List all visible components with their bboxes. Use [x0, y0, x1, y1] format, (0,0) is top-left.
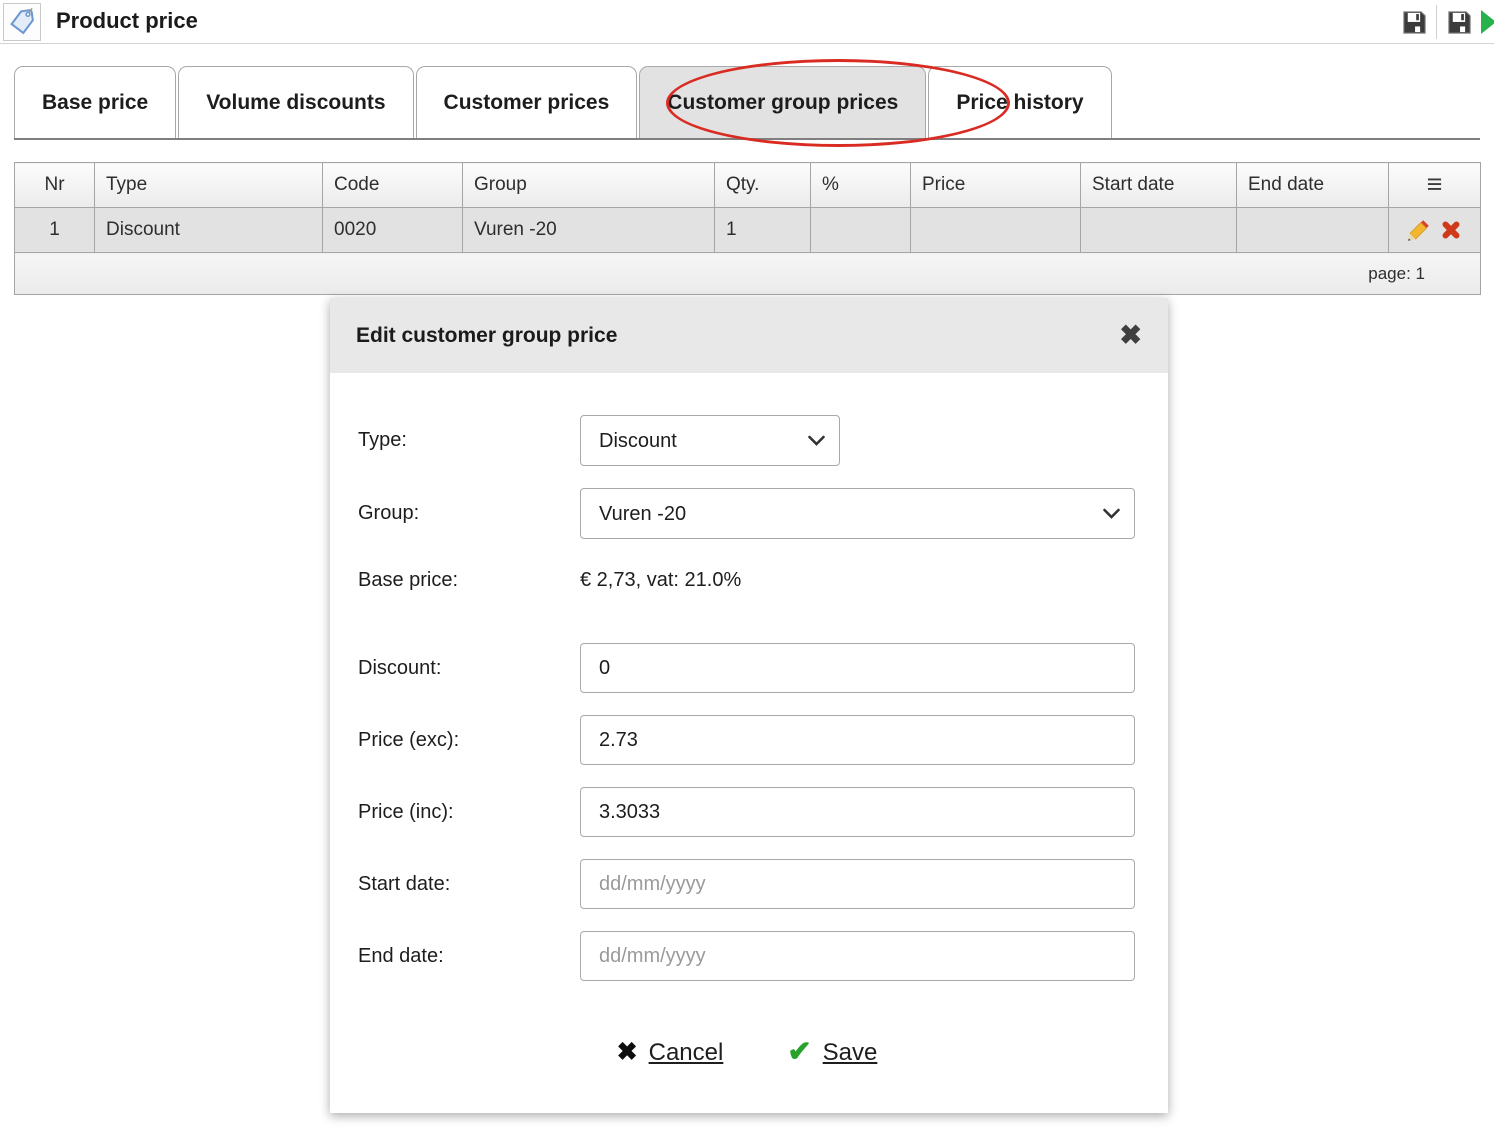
column-header-type: Type — [94, 162, 323, 208]
column-header-menu[interactable]: ≡ — [1388, 162, 1481, 208]
column-header-group: Group — [462, 162, 715, 208]
delete-x-icon — [1442, 221, 1460, 239]
tab-customer-prices[interactable]: Customer prices — [415, 66, 638, 138]
column-header-percent: % — [810, 162, 911, 208]
price-exc-input[interactable] — [580, 715, 1135, 765]
base-price-label: Base price: — [358, 569, 459, 591]
tab-label: Price history — [956, 90, 1084, 114]
page-title: Product price — [56, 8, 198, 33]
tab-bar: Base price Volume discounts Customer pri… — [14, 66, 1480, 140]
start-date-input[interactable] — [580, 859, 1135, 909]
pager-label: page: 1 — [14, 252, 1481, 295]
cancel-button[interactable]: ✖ Cancel — [617, 1039, 724, 1067]
save-button[interactable] — [1441, 4, 1477, 40]
tab-volume-discounts[interactable]: Volume discounts — [178, 66, 414, 138]
end-date-label: End date: — [358, 944, 444, 967]
price-inc-input[interactable] — [580, 787, 1135, 837]
type-label: Type: — [358, 429, 407, 451]
save-label: Save — [822, 1038, 878, 1066]
toolbar-actions — [1396, 0, 1494, 44]
close-button[interactable]: ✖ — [1119, 322, 1142, 349]
edit-customer-group-price-dialog: Edit customer group price ✖ Type: Discou… — [330, 298, 1168, 1113]
table-footer-row: page: 1 — [14, 252, 1481, 295]
cancel-x-icon: ✖ — [616, 1038, 638, 1066]
customer-group-prices-table: Nr Type Code Group Qty. % Price Start da… — [14, 162, 1481, 295]
tab-price-history[interactable]: Price history — [928, 66, 1112, 138]
discount-input[interactable] — [580, 643, 1135, 693]
column-header-nr: Nr — [14, 162, 95, 208]
cell-qty: 1 — [714, 207, 811, 253]
cell-actions — [1388, 207, 1481, 253]
cell-type: Discount — [94, 207, 323, 253]
table-header-row: Nr Type Code Group Qty. % Price Start da… — [14, 162, 1481, 208]
tab-label: Customer group prices — [667, 90, 899, 114]
type-select[interactable]: Discount — [580, 415, 840, 466]
column-header-qty: Qty. — [714, 162, 811, 208]
cell-start-date — [1080, 207, 1237, 253]
save-icon — [1447, 10, 1471, 34]
column-header-start-date: Start date — [1080, 162, 1237, 208]
tab-label: Customer prices — [443, 90, 610, 114]
play-arrow-icon[interactable] — [1481, 10, 1494, 34]
start-date-label: Start date: — [358, 872, 451, 895]
group-label: Group: — [358, 502, 420, 524]
save-button[interactable] — [1396, 4, 1432, 40]
column-header-end-date: End date — [1236, 162, 1389, 208]
save-icon — [1402, 10, 1426, 34]
cell-code: 0020 — [322, 207, 463, 253]
cancel-label: Cancel — [648, 1038, 724, 1066]
close-icon: ✖ — [1119, 320, 1142, 350]
price-tag-icon-box — [3, 3, 41, 41]
save-check-icon: ✔ — [787, 1036, 812, 1068]
delete-row-button[interactable] — [1440, 219, 1462, 241]
cell-percent — [810, 207, 911, 253]
discount-label: Discount: — [358, 656, 442, 679]
save-button[interactable]: ✔ Save — [787, 1038, 877, 1067]
tab-customer-group-prices[interactable]: Customer group prices — [639, 66, 927, 138]
tab-label: Base price — [42, 90, 149, 114]
column-header-code: Code — [322, 162, 463, 208]
pencil-icon — [1408, 220, 1429, 241]
dialog-header: Edit customer group price ✖ — [330, 298, 1168, 373]
table-row: 1 Discount 0020 Vuren -20 1 — [14, 207, 1481, 253]
edit-row-button[interactable] — [1407, 218, 1431, 242]
toolbar: Product price — [0, 0, 1494, 44]
cell-nr: 1 — [14, 207, 95, 253]
toolbar-divider — [1436, 5, 1437, 39]
cell-group: Vuren -20 — [462, 207, 715, 253]
base-price-value: € 2,73, vat: 21.0% — [580, 569, 742, 591]
tab-label: Volume discounts — [206, 90, 386, 114]
price-inc-label: Price (inc): — [358, 800, 454, 823]
group-select[interactable]: Vuren -20 — [580, 488, 1135, 539]
cell-price — [910, 207, 1081, 253]
price-exc-label: Price (exc): — [358, 728, 460, 751]
cell-end-date — [1236, 207, 1389, 253]
dialog-actions: ✖ Cancel ✔ Save — [358, 1038, 1136, 1067]
dialog-body: Type: Discount Group: Vuren -20 — [330, 373, 1168, 1067]
dialog-title: Edit customer group price — [356, 323, 618, 347]
menu-icon: ≡ — [1426, 169, 1443, 199]
price-tag-icon — [10, 7, 34, 35]
end-date-input[interactable] — [580, 931, 1135, 981]
column-header-price: Price — [910, 162, 1081, 208]
tab-base-price[interactable]: Base price — [14, 66, 177, 138]
